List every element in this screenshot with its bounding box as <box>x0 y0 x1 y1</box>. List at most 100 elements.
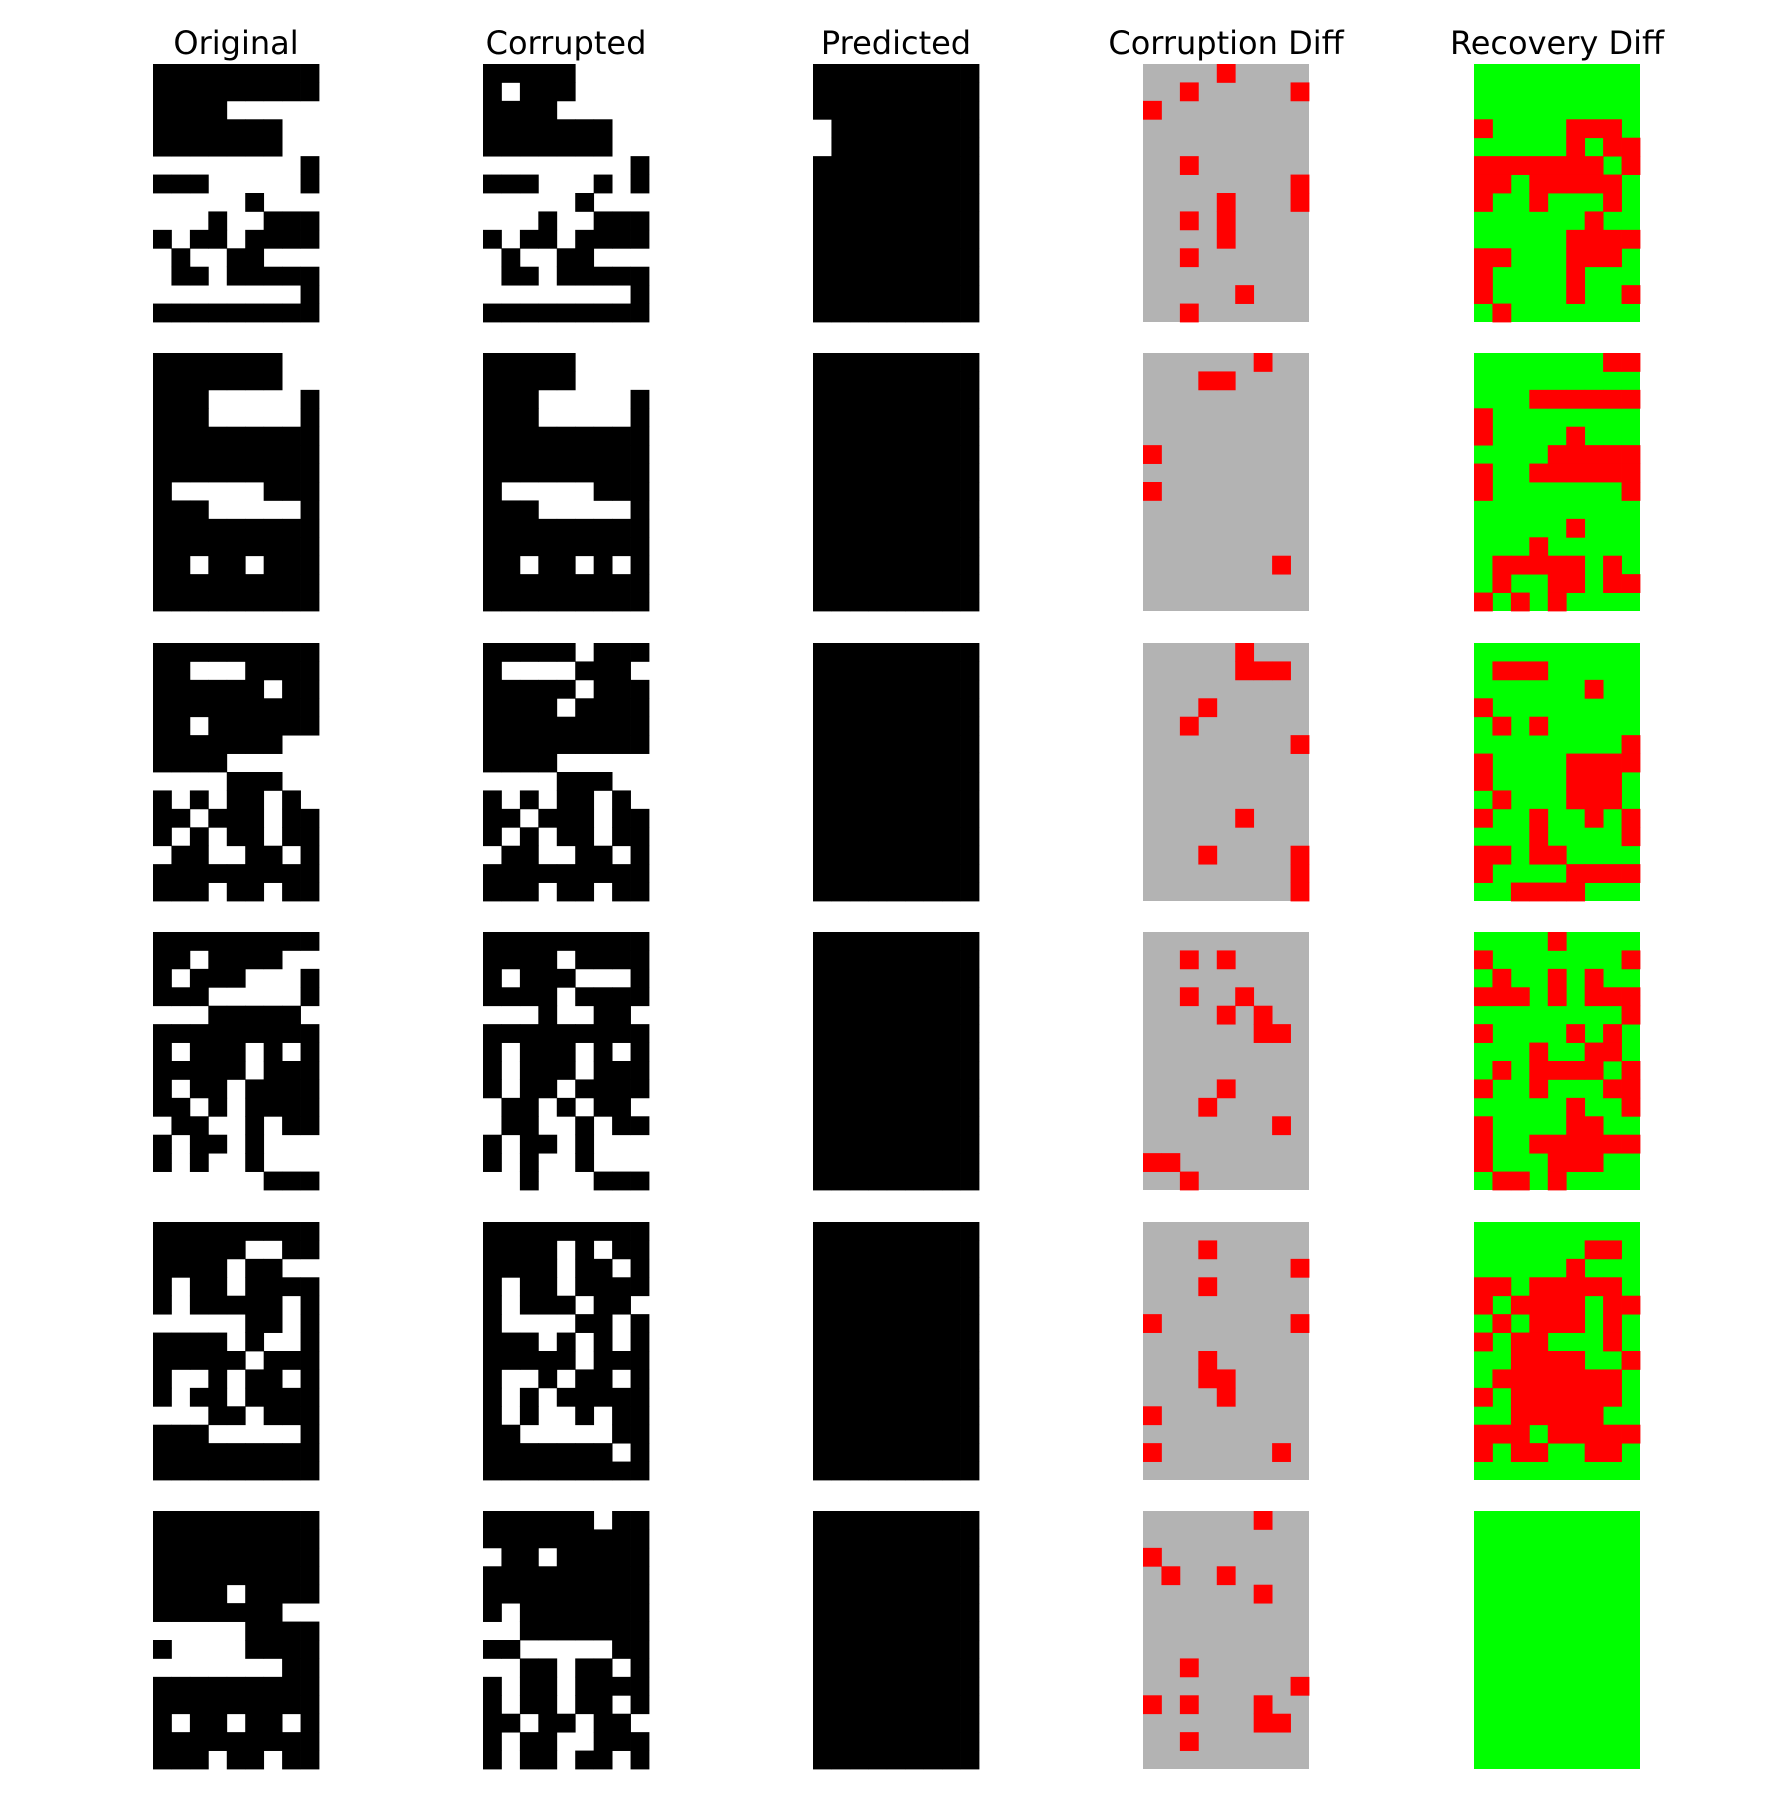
pixel-cell <box>1603 1240 1622 1260</box>
pixel-cell <box>483 1732 502 1751</box>
pixel-cell <box>1566 426 1586 446</box>
pixel-cell <box>813 1079 832 1099</box>
pixel-cell <box>556 1529 576 1549</box>
pixel-cell <box>886 537 906 557</box>
pixel-cell <box>593 574 613 593</box>
pixel-cell <box>1474 1387 1493 1407</box>
pixel-cell <box>575 445 595 464</box>
pixel-cell <box>813 1332 832 1352</box>
pixel-cell <box>905 1640 925 1659</box>
pixel-cell <box>612 1713 631 1733</box>
pixel-cell <box>538 716 558 736</box>
pixel-cell <box>189 1222 209 1241</box>
pixel-cell <box>556 882 576 902</box>
pixel-cell <box>208 1042 228 1062</box>
pixel-cell <box>208 1732 228 1751</box>
pixel-cell <box>612 1097 631 1117</box>
pixel-cell <box>575 1314 595 1333</box>
pixel-cell <box>519 1351 539 1370</box>
pixel-cell <box>905 1061 925 1080</box>
pixel-cell <box>501 845 521 865</box>
pixel-cell <box>612 482 631 501</box>
pixel-cell <box>886 1134 906 1154</box>
pixel-cell <box>575 845 595 865</box>
pixel-cell <box>831 1676 851 1696</box>
pixel-cell <box>519 1042 539 1062</box>
pixel-cell <box>245 950 265 970</box>
pixel-cell <box>153 1461 172 1481</box>
pixel-cell <box>226 592 246 612</box>
pixel-cell <box>813 1369 832 1389</box>
pixel-cell <box>593 1097 613 1117</box>
pixel-cell <box>849 1676 869 1696</box>
pixel-cell <box>960 537 980 557</box>
pixel-cell <box>483 790 502 810</box>
pixel-cell <box>300 266 320 286</box>
pixel-cell <box>612 1732 631 1751</box>
pixel-cell <box>300 1024 320 1043</box>
pixel-cell <box>483 1695 502 1715</box>
pixel-cell <box>868 1222 888 1241</box>
pixel-cell <box>831 808 851 828</box>
pixel-cell <box>612 864 631 883</box>
pixel-cell <box>942 537 961 557</box>
pixel-cell <box>519 790 539 810</box>
pixel-cell <box>1566 518 1586 538</box>
pixel-cell <box>1584 1387 1604 1407</box>
pixel-cell <box>300 463 320 483</box>
pixel-cell <box>300 1713 320 1733</box>
pixel-cell <box>1566 753 1586 773</box>
pixel-cell <box>171 1116 191 1136</box>
pixel-cell <box>1474 266 1493 286</box>
pixel-cell <box>960 1676 980 1696</box>
pixel-cell <box>942 248 961 268</box>
pixel-cell <box>1474 1443 1493 1462</box>
pixel-cell <box>630 1695 650 1715</box>
pixel-cell <box>813 426 832 446</box>
pixel-cell <box>905 932 925 951</box>
pixel-cell <box>1584 1042 1604 1062</box>
panel-background <box>1474 1511 1640 1769</box>
pixel-cell <box>886 1153 906 1172</box>
pixel-cell <box>575 1695 595 1715</box>
pixel-cell <box>960 1584 980 1604</box>
pixel-cell <box>886 211 906 231</box>
pixel-cell <box>905 753 925 773</box>
panel-original-3 <box>153 643 320 902</box>
pixel-cell <box>153 137 172 157</box>
pixel-cell <box>519 845 539 865</box>
pixel-cell <box>300 211 320 231</box>
pixel-cell <box>831 592 851 612</box>
pixel-cell <box>630 1511 650 1530</box>
pixel-cell <box>153 950 172 970</box>
pixel-cell <box>189 518 209 538</box>
pixel-cell <box>831 1005 851 1025</box>
pixel-cell <box>1584 389 1604 409</box>
pixel-cell <box>868 285 888 304</box>
panel-background <box>1143 1222 1309 1480</box>
pixel-cell <box>1529 1079 1549 1099</box>
pixel-cell <box>282 716 301 736</box>
pixel-cell <box>868 1134 888 1154</box>
pixel-cell <box>1529 555 1549 575</box>
pixel-cell <box>171 661 191 681</box>
pixel-cell <box>483 716 502 736</box>
pixel-cell <box>593 1584 613 1604</box>
panel-corrupted-6 <box>483 1511 650 1770</box>
pixel-cell <box>593 1603 613 1622</box>
pixel-cell <box>226 932 246 951</box>
pixel-cell <box>171 518 191 538</box>
pixel-cell <box>153 987 172 1007</box>
pixel-cell <box>1621 463 1641 483</box>
pixel-cell <box>612 303 631 323</box>
pixel-cell <box>300 1443 320 1462</box>
pixel-cell <box>813 808 832 828</box>
panel-corruption-diff-4 <box>1143 932 1309 1191</box>
pixel-cell <box>849 1695 869 1715</box>
pixel-cell <box>556 1332 576 1352</box>
pixel-cell <box>813 1424 832 1444</box>
pixel-cell <box>923 1153 943 1172</box>
pixel-cell <box>483 1713 502 1733</box>
pixel-cell <box>1603 174 1622 194</box>
pixel-cell <box>519 735 539 754</box>
